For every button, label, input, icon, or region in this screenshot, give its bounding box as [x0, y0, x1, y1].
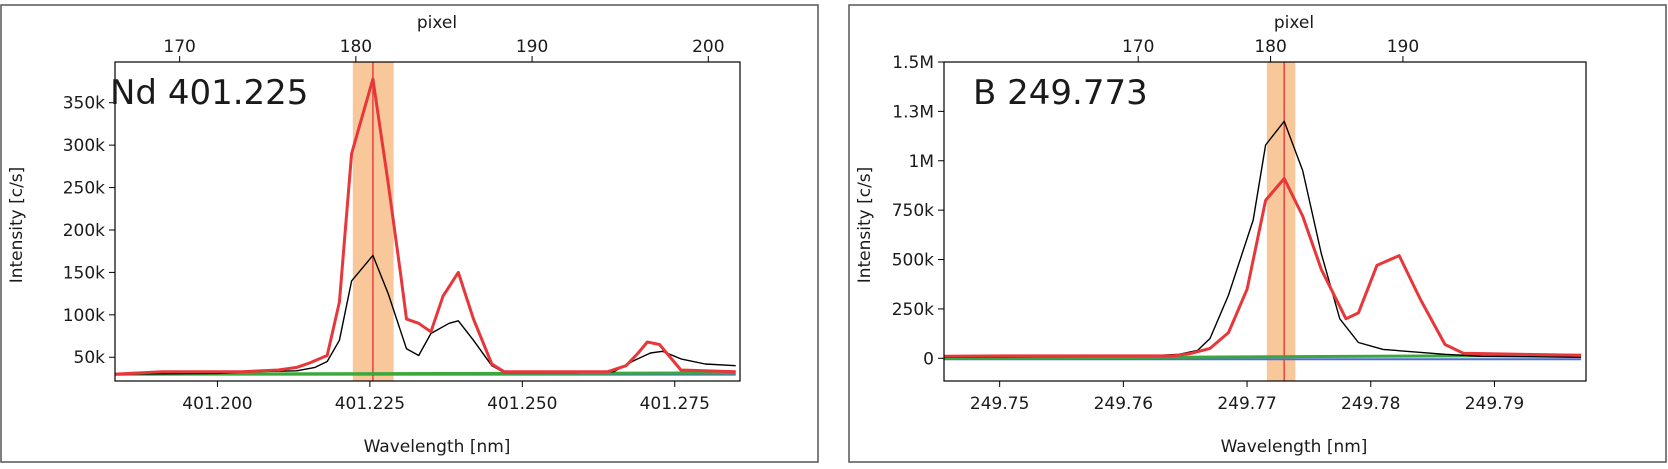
top-tick-label: 180 — [340, 37, 372, 57]
x-tick-label: 401.225 — [335, 394, 405, 414]
x-tick-label: 249.79 — [1465, 394, 1524, 414]
chart-nd-401-225: 401.200 401.225 401.250 401.275 170 180 190 200… — [0, 4, 819, 463]
top-tick-label: 180 — [1254, 37, 1286, 57]
top-tick-label: 200 — [692, 37, 724, 57]
x-tick-label: 401.250 — [487, 394, 557, 414]
x-axis-label: Wavelength [nm] — [364, 437, 511, 457]
chart-panel-nd: 401.200 401.225 401.250 401.275 170 180 190 200… — [0, 4, 820, 464]
y-tick-label: 750k — [892, 201, 934, 221]
x-tick-label: 249.75 — [970, 394, 1029, 414]
series-measured — [944, 177, 1582, 358]
plot-area-frame — [114, 61, 741, 382]
x-tick-label: 401.275 — [640, 394, 710, 414]
y-tick-label: 1.3M — [892, 102, 934, 122]
plot-area — [944, 62, 1582, 381]
chart-b-249-773: 249.75 249.76 249.77 249.78 249.79 170 180 190 0… — [848, 4, 1667, 463]
y-tick-label: 100k — [63, 306, 105, 326]
element-line-label: B 249.773 — [973, 73, 1148, 113]
y-tick-label: 1M — [909, 152, 934, 172]
x-tick-label: 401.200 — [182, 394, 252, 414]
top-tick-label: 170 — [163, 37, 195, 57]
plot-area-frame — [943, 61, 1587, 382]
y-tick-label: 200k — [63, 221, 105, 241]
y-axis-label: Intensity [c/s] — [7, 167, 27, 284]
series-reference — [115, 254, 736, 375]
top-tick-label: 190 — [1387, 37, 1419, 57]
y-tick-label: 0 — [923, 349, 934, 369]
y-tick-label: 250k — [892, 300, 934, 320]
y-tick-label: 1.5M — [892, 53, 934, 73]
series-measured — [115, 77, 736, 376]
y-tick-label: 250k — [63, 179, 105, 199]
top-axis-label: pixel — [1274, 13, 1314, 33]
panel-frame — [0, 4, 819, 463]
x-tick-label: 249.77 — [1217, 394, 1276, 414]
y-tick-label: 300k — [63, 136, 105, 156]
x-axis-label: Wavelength [nm] — [1221, 437, 1368, 457]
element-line-label: Nd 401.225 — [110, 73, 308, 113]
chart-panel-b: 249.75 249.76 249.77 249.78 249.79 170 180 190 0… — [848, 4, 1668, 464]
y-tick-label: 350k — [63, 94, 105, 114]
integration-window — [1266, 62, 1296, 381]
top-tick-label: 190 — [516, 37, 548, 57]
x-tick-label: 249.76 — [1094, 394, 1153, 414]
plot-area — [115, 62, 736, 381]
y-tick-label: 500k — [892, 251, 934, 271]
top-axis-label: pixel — [417, 13, 457, 33]
x-tick-label: 249.78 — [1341, 394, 1400, 414]
y-tick-label: 50k — [74, 348, 106, 368]
top-tick-label: 170 — [1122, 37, 1154, 57]
y-axis-label: Intensity [c/s] — [855, 167, 875, 284]
y-tick-label: 150k — [63, 263, 105, 283]
